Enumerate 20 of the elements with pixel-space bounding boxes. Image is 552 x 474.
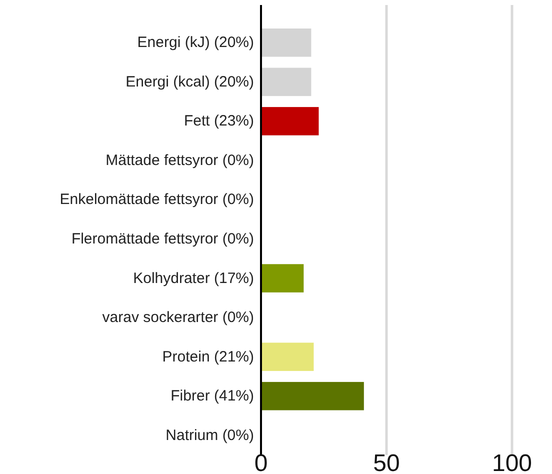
bar: [261, 264, 304, 292]
bar: [261, 107, 319, 136]
x-tick-label: 100: [492, 450, 532, 474]
y-tick-label: Fett (23%): [184, 112, 254, 130]
x-tick-label: 0: [254, 450, 268, 474]
y-tick-label: Fibrer (41%): [170, 388, 254, 405]
y-tick-label: Natrium (0%): [166, 426, 254, 444]
y-tick-label: varav sockerarter (0%): [102, 309, 254, 326]
bar: [261, 68, 312, 96]
y-tick-label: Mättade fettsyror (0%): [106, 152, 254, 169]
y-tick-label: Enkelomättade fettsyror (0%): [60, 191, 254, 208]
y-tick-label: Energi (kJ) (20%): [137, 34, 254, 52]
bar: [261, 382, 364, 410]
bar: [261, 342, 314, 371]
x-tick-label: 50: [373, 450, 400, 474]
y-tick-label: Protein (21%): [162, 348, 254, 366]
y-tick-label: Energi (kcal) (20%): [126, 73, 254, 90]
y-tick-label: Kolhydrater (17%): [133, 270, 254, 287]
bar: [261, 28, 312, 57]
y-tick-label: Fleromättade fettsyror (0%): [71, 230, 254, 248]
